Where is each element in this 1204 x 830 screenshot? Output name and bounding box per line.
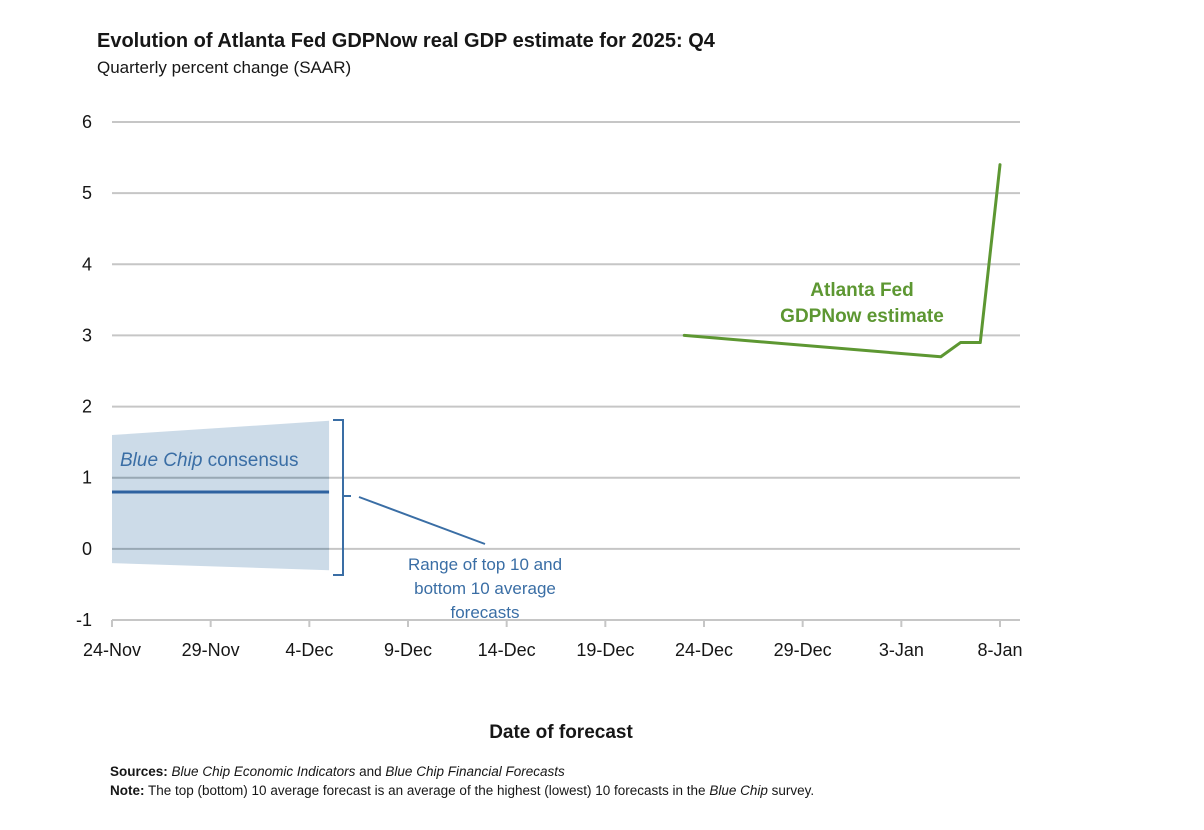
sources-and: and [355,764,386,779]
sources-line: Sources: Blue Chip Economic Indicators a… [110,762,814,781]
y-tick-label: 1 [82,468,92,488]
range-leader-line [358,496,486,545]
x-tick-label: 29-Dec [774,640,832,660]
chart-notes: Sources: Blue Chip Economic Indicators a… [110,762,814,800]
series-lines [112,163,1002,494]
y-tick-label: 2 [82,397,92,417]
y-tick-label: 6 [82,112,92,132]
y-tick-label: 0 [82,539,92,559]
note-italic: Blue Chip [709,783,768,798]
blue-chip-label-rest: consensus [202,450,298,471]
blue-chip-label: Blue Chip consensus [120,450,299,471]
sources-title-2: Blue Chip Financial Forecasts [385,764,565,779]
x-tick-label: 29-Nov [182,640,240,660]
y-tick-label: 3 [82,325,92,345]
x-tick-label: 19-Dec [576,640,634,660]
note-end: survey. [767,783,815,798]
range-label: forecasts [451,603,520,622]
chart-subtitle: Quarterly percent change (SAAR) [97,58,352,77]
sources-title-1: Blue Chip Economic Indicators [171,764,356,779]
x-tick-label: 24-Dec [675,640,733,660]
range-label: Range of top 10 and [408,555,562,574]
x-tick-label: 14-Dec [478,640,536,660]
x-axis: 24-Nov 29-Nov 4-Dec 9-Dec 14-Dec 19-Dec 24-Dec… [83,619,1023,660]
x-tick-label: 3-Jan [879,640,924,660]
sources-label: Sources: [110,764,168,779]
gdpnow-label: GDPNow estimate [780,306,944,327]
range-band [112,420,330,571]
x-tick-label: 9-Dec [384,640,432,660]
x-tick-label: 24-Nov [83,640,141,660]
blue-chip-label-italic: Blue Chip [120,450,202,471]
note-line: Note: The top (bottom) 10 average foreca… [110,781,814,800]
gdpnow-label: Atlanta Fed [810,280,913,301]
range-band-area [112,420,330,571]
chart-title: Evolution of Atlanta Fed GDPNow real GDP… [97,30,715,52]
y-tick-label: -1 [76,610,92,630]
x-tick-label: 8-Jan [977,640,1022,660]
note-label: Note: [110,783,145,798]
y-tick-label: 5 [82,183,92,203]
range-bracket [333,419,351,576]
note-text: The top (bottom) 10 average forecast is … [144,783,710,798]
x-tick-label: 4-Dec [285,640,333,660]
range-label: bottom 10 average [414,579,556,598]
x-axis-label: Date of forecast [489,722,633,743]
annotations: Atlanta Fed GDPNow estimate Blue Chip cons… [120,280,944,622]
y-axis-ticks: 6 5 4 3 2 1 0 -1 [76,112,92,630]
y-tick-label: 4 [82,254,92,274]
